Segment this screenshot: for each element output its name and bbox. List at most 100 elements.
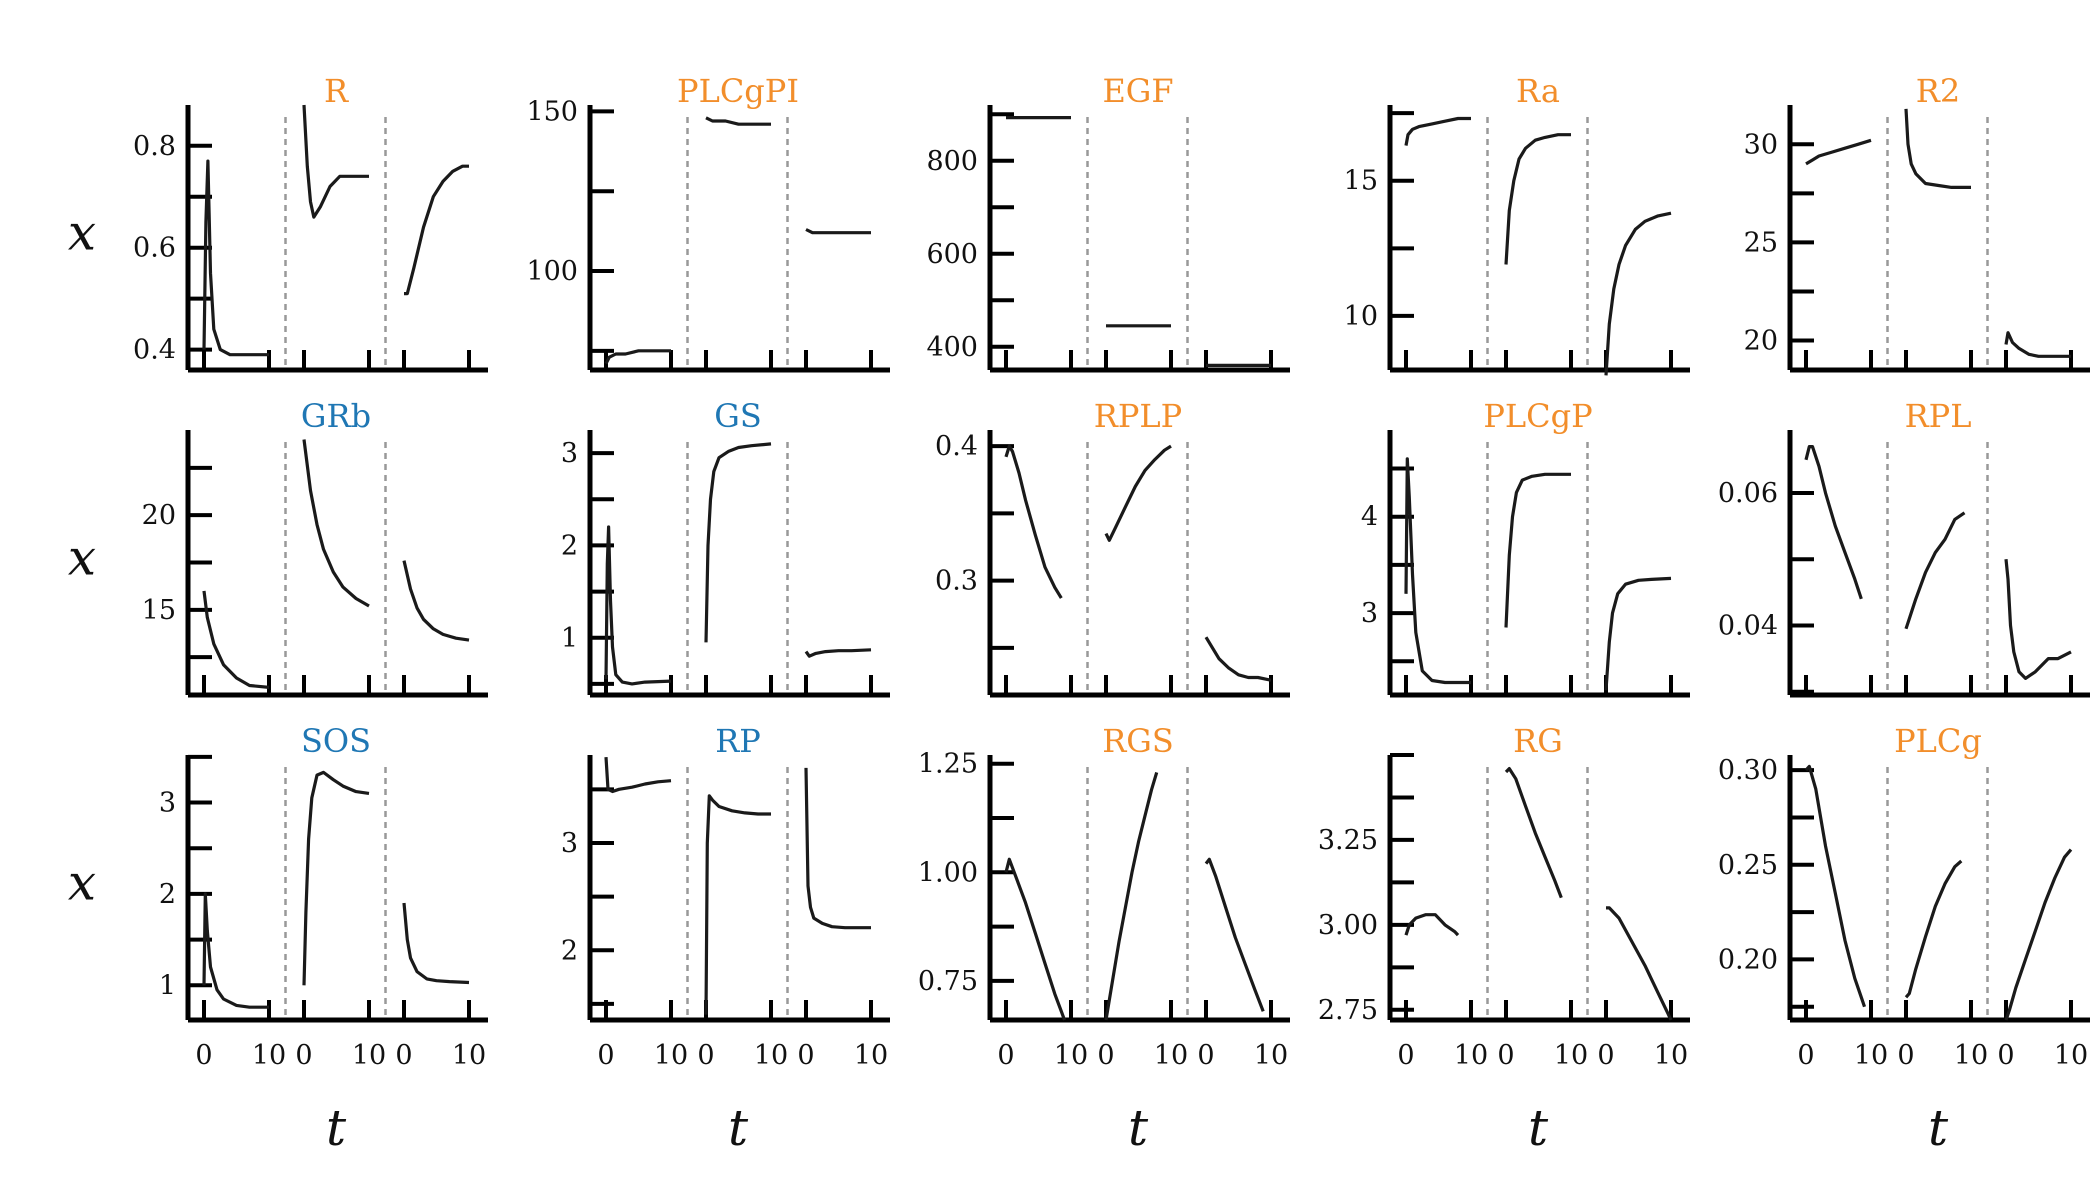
trajectory-line [302,104,369,219]
y-tick-label: 3 [1361,598,1378,629]
x-tick-label: 10 [1054,1040,1088,1071]
y-tick-label: 1.00 [918,857,978,888]
trajectory-line [1204,857,1265,1012]
trajectory-line [1606,906,1673,1021]
x-tick-label: 10 [854,1040,888,1071]
trajectory-line [1504,767,1563,899]
trajectory-line [402,560,470,642]
y-tick-label: 0.75 [918,966,978,997]
trajectory-line [704,442,772,643]
trajectory-line [804,648,872,658]
panel-title: SOS [301,722,371,760]
x-axis-label: t [1928,1099,1949,1157]
trajectory-line [302,770,370,986]
trajectory-line [404,164,469,296]
y-tick-label: 15 [142,595,176,626]
y-tick-label: 1 [561,623,578,654]
y-tick-label: 0.04 [1718,610,1778,641]
x-tick-label: 10 [352,1040,386,1071]
x-tick-label: 0 [597,1040,614,1071]
x-tick-label: 10 [754,1040,788,1071]
y-tick-label: 30 [1744,129,1778,160]
panel-title: RG [1513,722,1563,760]
trajectory-line [604,757,672,794]
y-tick-label: 4 [1361,502,1378,533]
x-tick-label: 10 [1154,1040,1188,1071]
trajectory-line [704,794,771,1015]
trajectory-line [804,767,871,930]
y-tick-label: 20 [1744,326,1778,357]
x-tick-label: 10 [1454,1040,1488,1071]
panel-title: PLCg [1894,722,1982,760]
trajectory-line [1104,771,1159,1021]
y-tick-label: 20 [142,500,176,531]
trajectory-line [1805,138,1872,166]
y-tick-label: 150 [526,96,578,127]
x-tick-label: 0 [1197,1040,1214,1071]
y-tick-label: 0.20 [1718,944,1778,975]
panel-title: R2 [1916,72,1960,110]
x-tick-label: 0 [395,1040,412,1071]
trajectory-line [2004,848,2073,1021]
y-tick-label: 2.75 [1318,995,1378,1026]
y-tick-label: 15 [1344,166,1378,197]
y-tick-label: 0.4 [133,335,176,366]
y-tick-label: 2 [561,935,578,966]
trajectory-line [604,349,671,365]
y-tick-label: 0.4 [935,431,978,462]
y-tick-label: 10 [1344,301,1378,332]
y-tick-label: 25 [1744,227,1778,258]
panel-title: PLCgPI [677,72,799,110]
y-tick-label: 0.06 [1718,478,1778,509]
x-tick-label: 0 [1797,1040,1814,1071]
panel-title: RPLP [1094,397,1182,435]
y-tick-label: 3 [561,438,578,469]
x-tick-label: 0 [1497,1040,1514,1071]
x-tick-label: 10 [654,1040,688,1071]
x-tick-label: 10 [252,1040,286,1071]
x-axis-label: t [1128,1099,1149,1157]
panel-title: EGF [1102,72,1173,110]
panel-title: GRb [301,397,371,435]
y-axis-label: x [68,204,96,262]
trajectory-line [1804,764,1867,1008]
trajectory-line [705,116,771,126]
x-tick-label: 0 [697,1040,714,1071]
x-tick-label: 0 [1997,1040,2014,1071]
panel-title: Ra [1516,72,1560,110]
trajectory-line [1204,636,1272,682]
trajectory-line [302,439,370,608]
trajectory-line [2004,559,2072,680]
x-tick-label: 0 [1897,1040,1914,1071]
y-tick-label: 3 [561,828,578,859]
y-tick-label: 1.25 [918,749,978,780]
trajectory-line [1404,913,1460,937]
x-axis-label: t [728,1099,749,1157]
y-tick-label: 1 [159,970,176,1001]
y-axis-label: x [68,854,96,912]
trajectory-line [1504,133,1571,265]
trajectory-line [402,902,470,985]
x-tick-label: 10 [1854,1040,1888,1071]
trajectory-line [1904,108,1971,189]
panel-title: RPL [1905,397,1972,435]
y-tick-label: 0.6 [133,233,176,264]
y-tick-label: 2 [561,530,578,561]
y-tick-label: 100 [526,256,578,287]
trajectory-line [202,159,269,357]
x-tick-label: 10 [1954,1040,1988,1071]
x-tick-label: 10 [1554,1040,1588,1071]
x-tick-label: 10 [1654,1040,1688,1071]
y-tick-label: 0.25 [1718,850,1778,881]
x-tick-label: 0 [1597,1040,1614,1071]
trajectory-line [1904,859,1963,999]
trajectory-line [1904,511,1966,630]
trajectory-line [1104,444,1172,542]
y-tick-label: 3 [159,788,176,819]
y-tick-label: 400 [926,332,978,363]
trajectory-line [1604,576,1672,691]
trajectory-line [604,525,672,686]
trajectory-line [1004,444,1063,599]
y-tick-label: 3.00 [1318,910,1378,941]
